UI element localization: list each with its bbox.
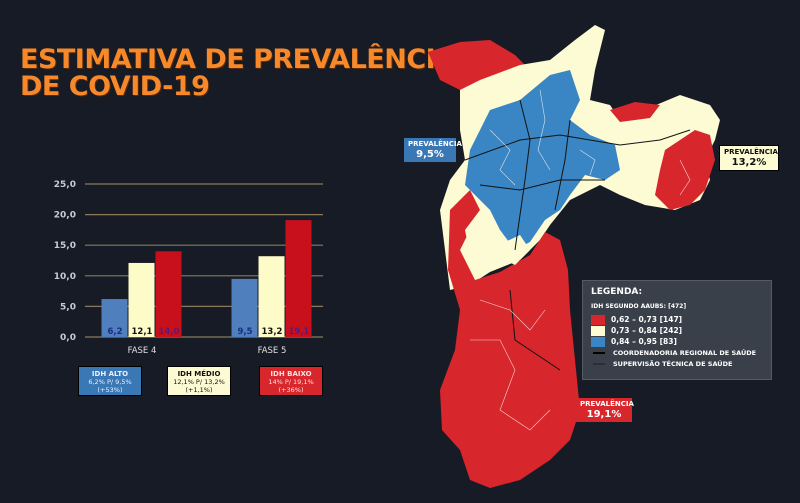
data-label: 19,1 [289,327,310,337]
boundary-line [479,299,546,331]
legend-item: 0,62 – 0,73 [147] [591,314,763,325]
summary-heading: IDH BAIXO [270,370,312,378]
map-legend: LEGENDA: IDH SEGUNDO AAUBS: [472] 0,62 –… [582,280,772,380]
data-label: 13,2 [262,327,283,337]
summary-heading: IDH ALTO [91,370,129,378]
bar [101,299,128,337]
legend-line-swatch [593,351,605,354]
legend-item: 0,84 – 0,95 [83] [591,336,763,347]
y-tick-label: 20,0 [54,211,76,221]
callout-prevalence-alto: PREVALÊNCIA 9,5% [404,138,462,162]
title-line-2: DE COVID-19 [20,71,210,102]
map-region-medium [505,235,530,265]
bar [231,278,258,337]
callout-value: 19,1% [586,409,622,420]
summary-box-idh-medio: IDH MÉDIO 12,1% P/ 13,2% (+1,1%) [167,366,231,396]
sao-paulo-map [428,25,720,488]
data-label: 9,5 [237,327,252,337]
boundary-line [537,89,551,171]
bar [285,220,312,337]
legend-item: 0,73 – 0,84 [242] [591,325,763,336]
map-region-low [610,102,660,122]
supervisao-boundaries [470,89,691,431]
map-region-medium [465,210,500,260]
y-tick-label: 5,0 [60,302,76,312]
boundary-line [554,119,571,211]
y-tick-label: 25,0 [54,180,76,190]
bar [258,256,285,337]
callout-prevalence-baixo: PREVALÊNCIA 19,1% [576,398,634,422]
data-label: 12,1 [132,327,153,337]
legend-label: 0,73 – 0,84 [242] [611,326,683,335]
legend-subtitle: IDH SEGUNDO AAUBS: [472] [591,303,687,310]
boundary-line [509,289,561,371]
legend-swatch [591,336,605,347]
coordenadoria-boundaries [464,99,691,371]
legend-line-item: SUPERVISÃO TÉCNICA DE SAÚDE [591,358,763,369]
summary-line: 6,2% P/ 9,5% [88,378,132,386]
legend-line-item: COORDENADORIA REGIONAL DE SAÚDE [591,347,763,358]
data-label: 6,2 [107,327,122,337]
page-title: ESTIMATIVA DE PREVALÊNCIA DE COVID-19 [20,46,456,100]
summary-line: 12,1% P/ 13,2% [173,378,225,386]
y-tick-label: 10,0 [54,272,76,282]
data-label: 14,0 [159,327,180,337]
callout-label: PREVALÊNCIA [580,400,634,408]
summary-line: 14% P/ 19,1% [268,378,314,386]
legend-label: 0,62 – 0,73 [147] [611,315,683,324]
legend-swatch [591,314,605,325]
legend-label: 0,84 – 0,95 [83] [611,337,677,346]
legend-label: COORDENADORIA REGIONAL DE SAÚDE [613,348,757,357]
x-category-label: FASE 4 [128,346,157,356]
summary-box-idh-baixo: IDH BAIXO 14% P/ 19,1% (+36%) [259,366,323,396]
legend-line-swatch [593,362,605,365]
y-tick-label: 0,0 [60,333,76,343]
map-region-low [440,190,580,488]
legend-title: LEGENDA: [591,287,643,297]
x-category-label: FASE 5 [258,346,287,356]
y-tick-label: 15,0 [54,241,76,251]
legend-swatch [591,325,605,336]
title-line-1: ESTIMATIVA DE PREVALÊNCIA [20,44,456,75]
callout-value: 9,5% [416,149,444,160]
boundary-line [479,179,605,191]
boundary-line [464,134,621,161]
bar [155,251,182,337]
summary-change: (+36%) [278,386,304,394]
boundary-line [579,149,596,176]
callout-label: PREVALÊNCIA [724,148,778,156]
summary-box-idh-alto: IDH ALTO 6,2% P/ 9,5% (+53%) [78,366,142,396]
callout-value: 13,2% [731,157,767,168]
bar [128,262,155,337]
boundary-line [489,129,516,186]
legend-label: SUPERVISÃO TÉCNICA DE SAÚDE [613,359,733,368]
callout-label: PREVALÊNCIA [408,140,462,148]
boundary-line [619,129,691,146]
summary-change: (+1,1%) [185,386,213,394]
boundary-line [470,339,551,431]
boundary-line [514,99,531,251]
map-region-high [465,70,620,250]
callout-prevalence-medio: PREVALÊNCIA 13,2% [719,145,779,171]
summary-change: (+53%) [97,386,123,394]
boundary-line [679,159,691,196]
summary-heading: IDH MÉDIO [177,370,221,378]
